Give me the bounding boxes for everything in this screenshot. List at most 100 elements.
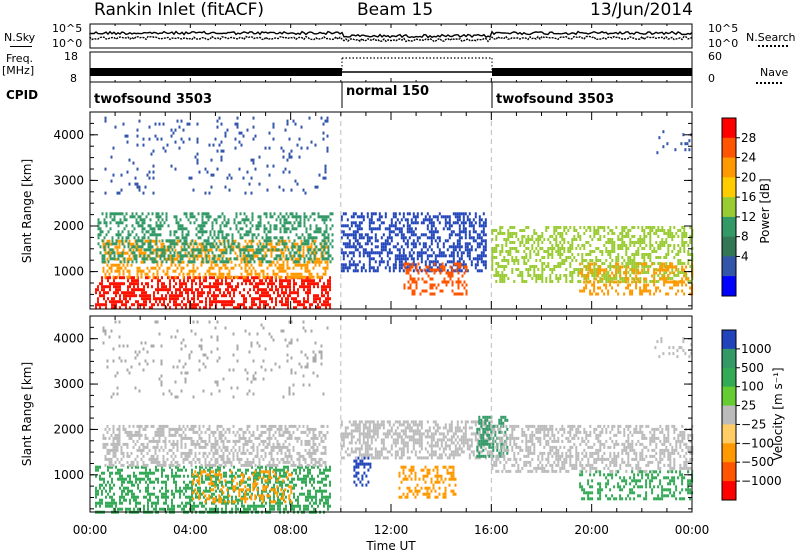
range-cell <box>99 233 102 237</box>
range-cell <box>185 291 187 295</box>
range-cell <box>565 226 568 229</box>
range-cell <box>187 288 189 292</box>
range-cell <box>267 282 269 286</box>
range-cell <box>432 215 435 219</box>
range-cell <box>300 275 303 279</box>
range-cell <box>271 215 274 219</box>
range-cell <box>617 271 620 274</box>
range-cell <box>448 215 451 219</box>
range-cell <box>97 468 99 472</box>
range-cell <box>585 283 588 287</box>
range-cell <box>433 271 436 275</box>
range-cell <box>376 245 379 249</box>
range-cell <box>125 218 128 222</box>
range-cell <box>226 128 229 132</box>
range-cell <box>325 227 328 231</box>
range-cell <box>157 303 159 307</box>
range-cell <box>99 221 102 225</box>
range-cell <box>205 486 207 490</box>
range-cell <box>193 215 196 219</box>
range-cell <box>625 250 628 253</box>
range-cell <box>289 285 291 289</box>
range-cell <box>183 297 185 301</box>
range-cell <box>175 471 177 475</box>
range-cell <box>163 297 165 301</box>
range-cell <box>440 215 443 219</box>
range-cell <box>364 251 367 255</box>
range-cell <box>579 271 582 275</box>
range-cell <box>311 212 314 216</box>
range-cell <box>245 248 248 252</box>
range-cell <box>285 300 287 304</box>
range-cell <box>307 297 309 301</box>
range-cell <box>191 248 194 252</box>
range-cell <box>145 230 148 234</box>
range-cell <box>129 489 131 493</box>
range-cell <box>287 297 289 301</box>
range-cell <box>209 468 211 472</box>
range-cell <box>201 288 203 292</box>
range-cell <box>169 239 172 243</box>
range-cell <box>384 239 387 243</box>
range-cell <box>169 279 171 283</box>
range-cell <box>685 277 688 281</box>
range-cell <box>296 182 299 186</box>
range-cell <box>641 226 644 229</box>
range-cell <box>109 471 111 475</box>
range-cell <box>623 271 626 275</box>
range-cell <box>135 239 138 243</box>
range-cell <box>107 297 109 301</box>
range-cell <box>180 269 183 273</box>
range-cell <box>297 288 299 292</box>
range-cell <box>609 256 612 259</box>
range-cell <box>231 501 233 505</box>
range-cell <box>468 248 471 252</box>
range-cell <box>241 248 244 252</box>
range-cell <box>315 294 317 298</box>
range-cell <box>177 251 180 255</box>
range-cell <box>217 288 219 292</box>
range-cell <box>116 245 119 249</box>
range-cell <box>513 280 516 283</box>
range-cell <box>143 285 145 289</box>
range-cell <box>145 276 147 280</box>
range-cell <box>253 276 255 280</box>
range-cell <box>314 263 317 267</box>
range-cell <box>643 241 646 244</box>
range-cell <box>675 232 678 235</box>
range-cell <box>237 507 239 511</box>
range-cell <box>255 251 258 255</box>
range-cell <box>113 492 115 496</box>
range-cell <box>292 275 295 279</box>
range-cell <box>541 274 544 277</box>
range-cell <box>121 303 123 307</box>
range-cell <box>163 245 166 249</box>
range-cell <box>645 253 648 256</box>
range-cell <box>257 297 259 301</box>
range-cell <box>430 239 433 243</box>
range-cell <box>553 229 556 232</box>
range-cell <box>458 242 461 246</box>
range-cell <box>402 215 405 219</box>
range-cell <box>352 236 355 240</box>
range-cell <box>259 300 261 304</box>
range-cell <box>406 227 409 231</box>
range-cell <box>205 260 208 264</box>
range-cell <box>295 218 298 222</box>
range-cell <box>249 294 251 298</box>
range-cell <box>161 486 163 490</box>
range-cell <box>193 501 195 505</box>
range-cell <box>599 250 602 253</box>
range-cell <box>410 227 413 231</box>
range-cell <box>223 218 226 222</box>
range-cell <box>302 245 305 249</box>
range-cell <box>227 218 230 222</box>
range-cell <box>507 232 510 235</box>
range-cell <box>460 245 463 249</box>
range-cell <box>459 262 462 266</box>
range-cell <box>325 251 328 255</box>
range-cell <box>137 282 139 286</box>
range-cell <box>211 492 213 496</box>
range-cell <box>131 279 133 283</box>
range-cell <box>161 294 163 298</box>
